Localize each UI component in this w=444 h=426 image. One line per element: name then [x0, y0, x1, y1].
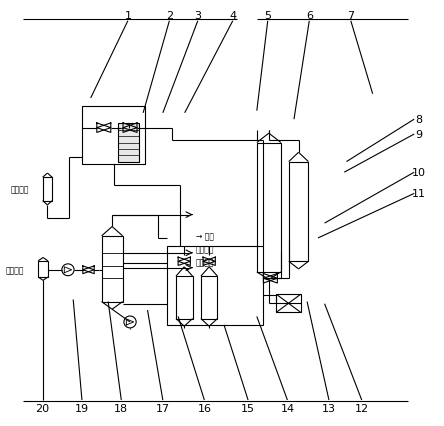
Text: 2: 2	[166, 11, 173, 21]
Bar	[82, 107, 145, 164]
Text: 10: 10	[412, 168, 425, 178]
Text: 催化油浆: 催化油浆	[11, 185, 29, 194]
Bar	[167, 247, 263, 325]
Bar	[176, 276, 193, 319]
Text: 9: 9	[415, 130, 422, 140]
Bar	[289, 162, 309, 262]
Text: 3: 3	[194, 11, 201, 21]
Bar	[257, 143, 281, 272]
Text: 5: 5	[264, 11, 271, 21]
Text: 柴油组分: 柴油组分	[196, 245, 214, 253]
Bar	[43, 178, 52, 201]
Text: 4: 4	[229, 11, 236, 21]
Text: 13: 13	[322, 403, 336, 413]
Text: 8: 8	[415, 115, 422, 125]
Text: 20: 20	[36, 403, 50, 413]
Bar	[201, 276, 218, 319]
Text: 蜡油组分: 蜡油组分	[196, 258, 214, 267]
Text: 7: 7	[347, 11, 354, 21]
Bar	[118, 124, 139, 162]
Text: 16: 16	[197, 403, 211, 413]
Text: 17: 17	[156, 403, 170, 413]
Text: 15: 15	[241, 403, 255, 413]
Bar	[102, 236, 123, 302]
Bar	[277, 295, 301, 312]
Text: 14: 14	[280, 403, 294, 413]
Text: 12: 12	[355, 403, 369, 413]
Text: → 油气: → 油气	[196, 232, 214, 241]
Text: 减压渣油: 减压渣油	[5, 266, 24, 275]
Text: 11: 11	[412, 189, 425, 199]
Text: 18: 18	[114, 403, 128, 413]
Text: 1: 1	[124, 11, 131, 21]
Bar	[38, 261, 48, 277]
Text: 19: 19	[75, 403, 89, 413]
Text: 6: 6	[306, 11, 313, 21]
